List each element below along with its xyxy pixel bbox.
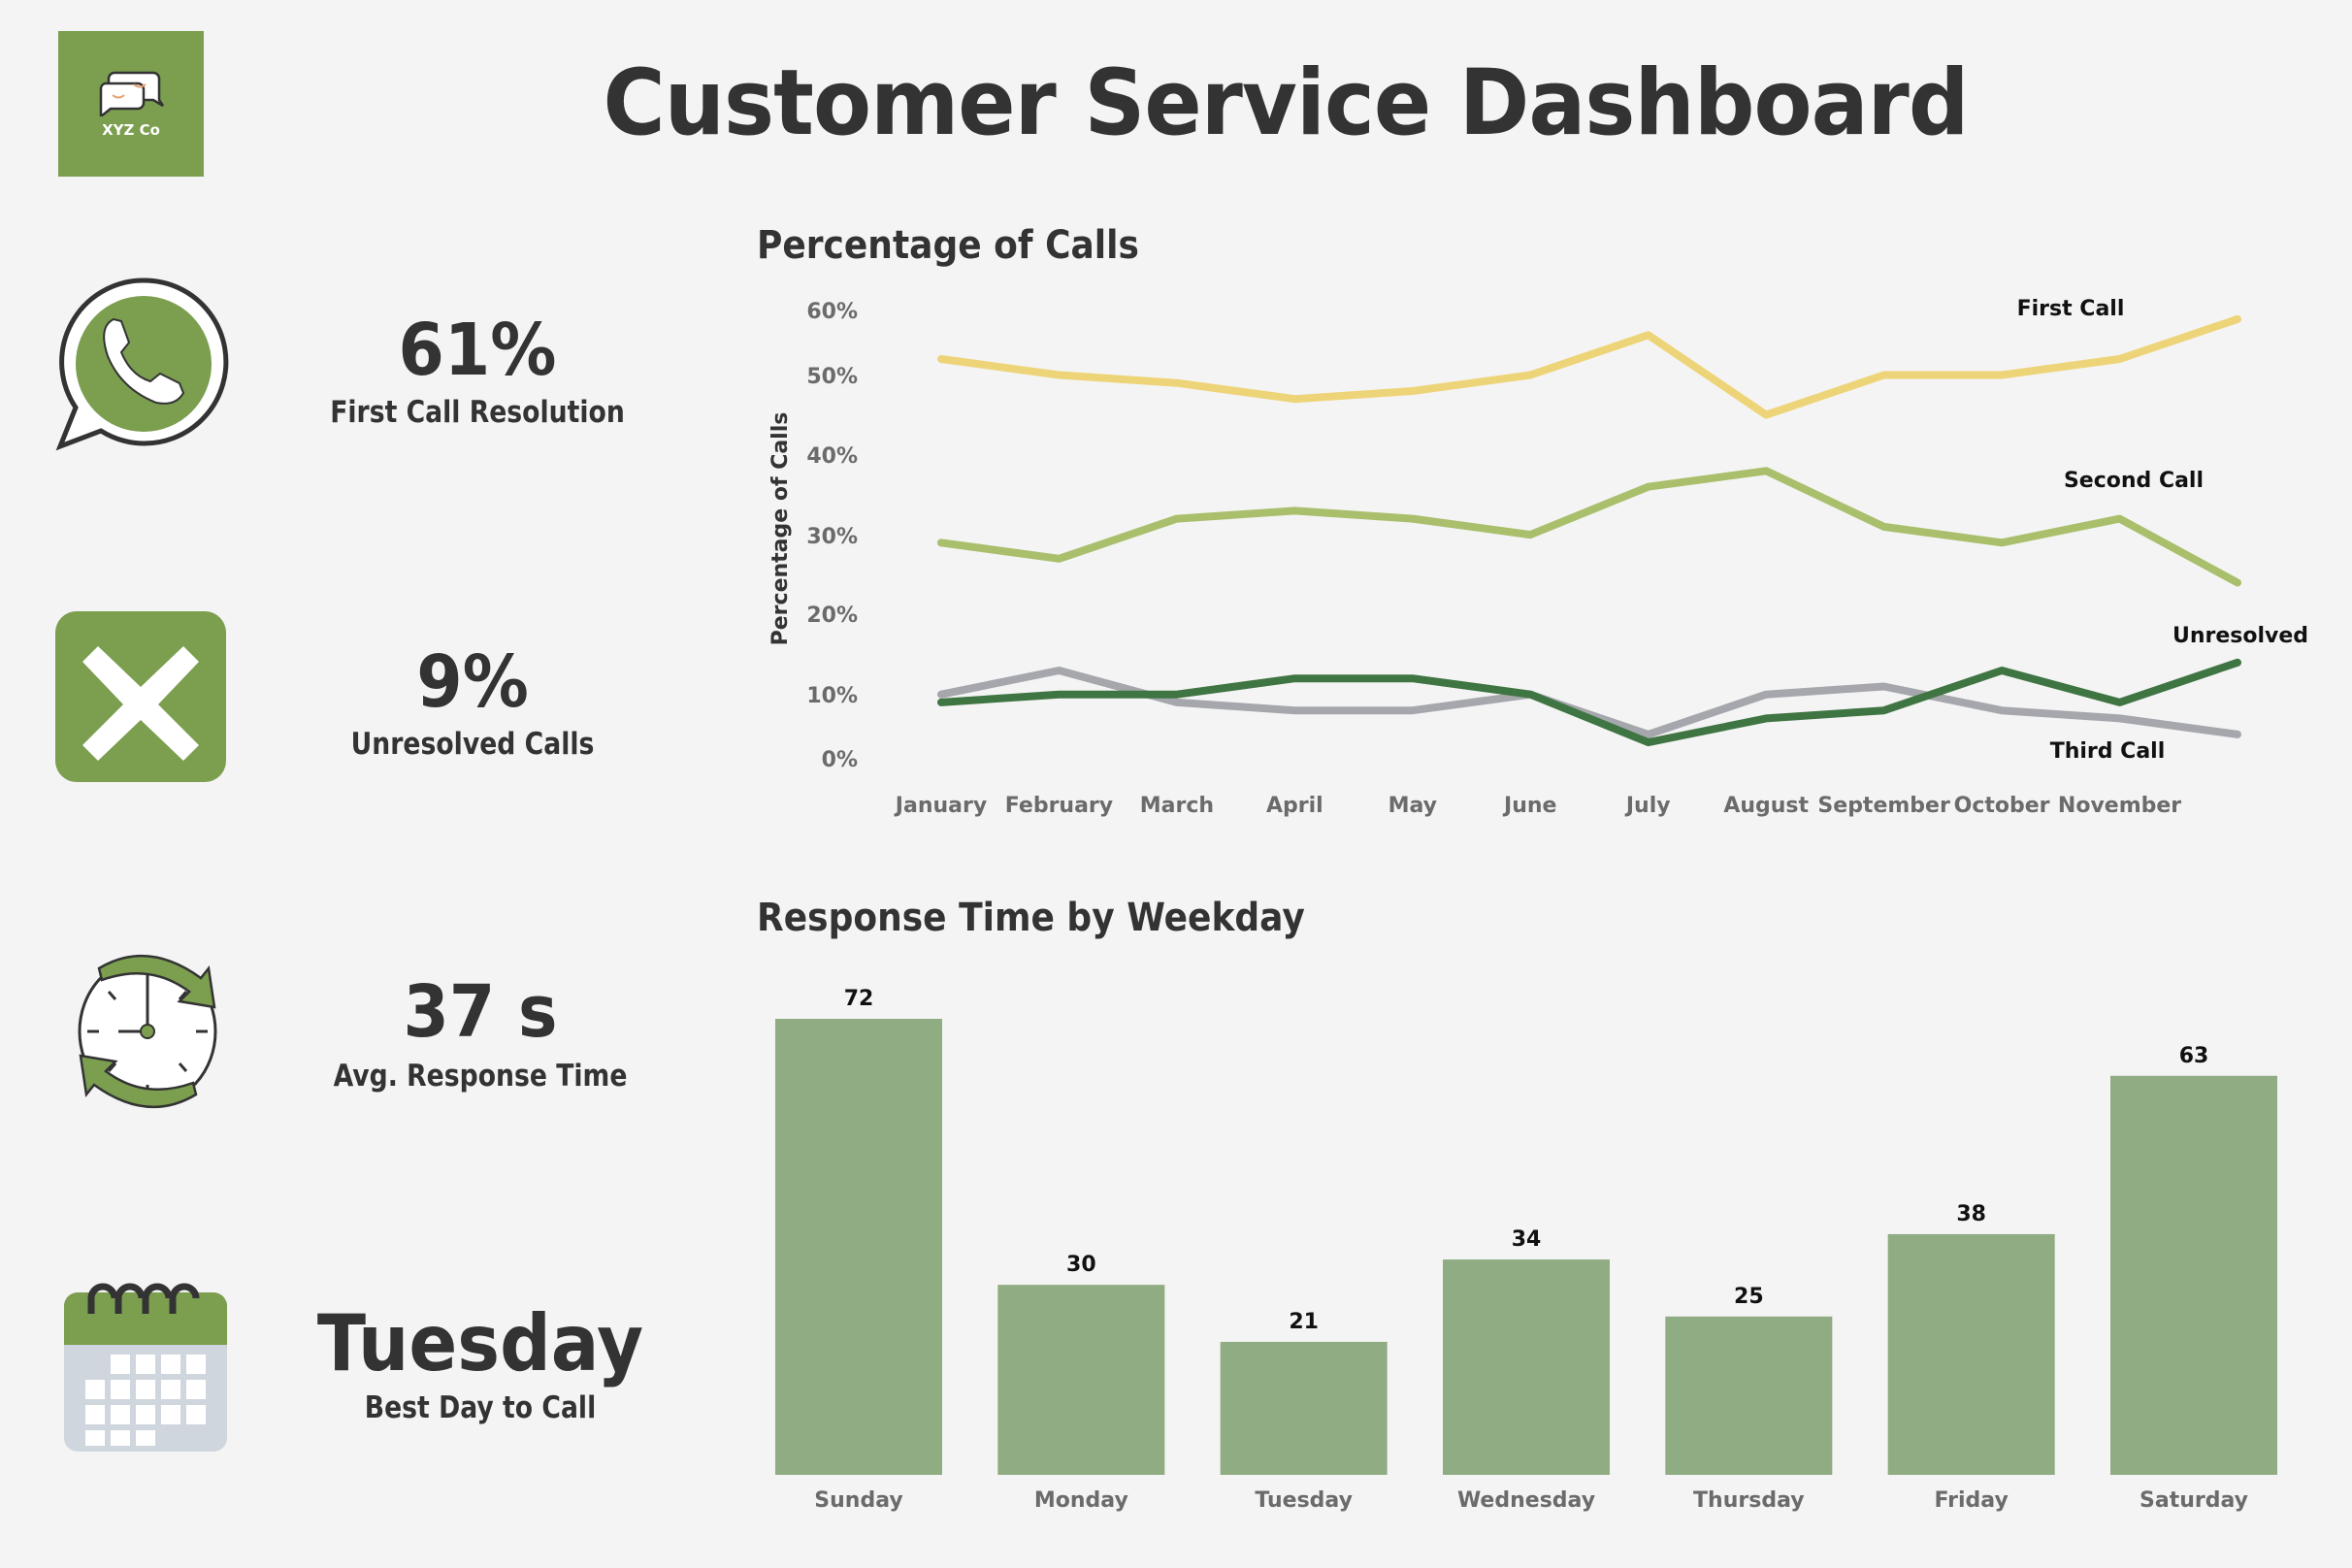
phone-bubble-icon (55, 278, 229, 451)
bar-chart-title: Response Time by Weekday (757, 896, 1305, 940)
line-chart-title: Percentage of Calls (757, 223, 1139, 268)
kpi-value-avg-response-time: 37 s (403, 970, 558, 1054)
x-tick-label-tuesday: Tuesday (1255, 1488, 1353, 1513)
y-tick-label: 50% (806, 365, 858, 389)
kpi-label-best-day: Best Day to Call (364, 1390, 597, 1425)
series-label-unresolved: Unresolved (2172, 624, 2308, 648)
y-tick-label: 20% (806, 604, 858, 628)
bar-value-thursday: 25 (1734, 1285, 1764, 1309)
kpi-label-first-call-resolution: First Call Resolution (330, 395, 625, 430)
page-title: Customer Service Dashboard (603, 50, 1969, 156)
x-tick-label-may: May (1388, 794, 1437, 818)
bar-value-sunday: 72 (844, 987, 874, 1011)
x-tick-label-june: June (1502, 794, 1556, 818)
series-label-second-call: Second Call (2064, 469, 2204, 493)
x-tick-label-august: August (1723, 794, 1809, 818)
bar-sunday (775, 1019, 942, 1475)
series-line-unresolved (937, 658, 2241, 747)
x-tick-label-wednesday: Wednesday (1457, 1488, 1595, 1513)
y-tick-label: 30% (806, 525, 858, 549)
bar-saturday (2110, 1075, 2277, 1475)
y-tick-label: 0% (822, 748, 858, 772)
bar-value-tuesday: 21 (1289, 1310, 1319, 1334)
bar-value-monday: 30 (1066, 1253, 1096, 1277)
x-tick-label-friday: Friday (1935, 1488, 2009, 1513)
clock-refresh-icon (78, 954, 217, 1109)
calendar-icon (64, 1283, 227, 1452)
kpi-label-unresolved-calls: Unresolved Calls (350, 727, 595, 762)
close-x-icon (55, 611, 226, 782)
bar-tuesday (1220, 1341, 1388, 1475)
kpi-value-first-call-resolution: 61% (398, 309, 557, 392)
x-tick-label-september: September (1817, 794, 1950, 818)
bar-thursday (1665, 1316, 1833, 1475)
kpi-value-unresolved-calls: 9% (416, 640, 529, 724)
x-tick-label-saturday: Saturday (2140, 1488, 2248, 1513)
x-tick-label-january: January (894, 794, 987, 818)
x-tick-label-november: November (2058, 794, 2181, 818)
x-tick-label-march: March (1140, 794, 1214, 818)
series-label-third-call: Third Call (2050, 739, 2166, 764)
kpi-label-avg-response-time: Avg. Response Time (333, 1059, 628, 1094)
percentage-of-calls-chart: Percentage of Calls 0% 10% 20% 30% 40% 50% 60%… (768, 297, 2308, 818)
x-tick-label-february: February (1005, 794, 1113, 818)
kpi-value-best-day: Tuesday (316, 1298, 644, 1388)
bar-friday (1887, 1233, 2055, 1475)
series-label-first-call: First Call (2017, 297, 2125, 321)
bar-wednesday (1443, 1259, 1610, 1475)
x-tick-label-april: April (1266, 794, 1323, 818)
series-line-second-call (937, 467, 2241, 587)
x-tick-label-july: July (1624, 794, 1671, 818)
chat-bubbles-icon (99, 71, 165, 116)
bar-value-saturday: 63 (2179, 1044, 2209, 1068)
x-tick-label-sunday: Sunday (814, 1488, 902, 1513)
company-logo: XYZ Co (58, 31, 204, 177)
bar-value-wednesday: 34 (1512, 1227, 1542, 1252)
x-tick-label-october: October (1954, 794, 2050, 818)
y-axis-label: Percentage of Calls (768, 412, 793, 646)
bar-value-friday: 38 (1956, 1202, 1986, 1226)
y-tick-label: 60% (806, 300, 858, 324)
logo-text: XYZ Co (102, 121, 160, 139)
bar-monday (997, 1285, 1165, 1475)
y-tick-label: 40% (806, 444, 858, 469)
x-tick-label-monday: Monday (1034, 1488, 1128, 1513)
series-line-first-call (937, 314, 2241, 419)
x-tick-label-thursday: Thursday (1693, 1488, 1805, 1513)
y-tick-label: 10% (806, 684, 858, 708)
